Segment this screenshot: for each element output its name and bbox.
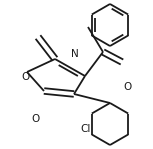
Text: O: O [31, 114, 39, 124]
Text: Cl: Cl [81, 124, 91, 134]
Text: O: O [123, 82, 131, 92]
Text: N: N [71, 49, 79, 59]
Text: O: O [22, 72, 30, 82]
